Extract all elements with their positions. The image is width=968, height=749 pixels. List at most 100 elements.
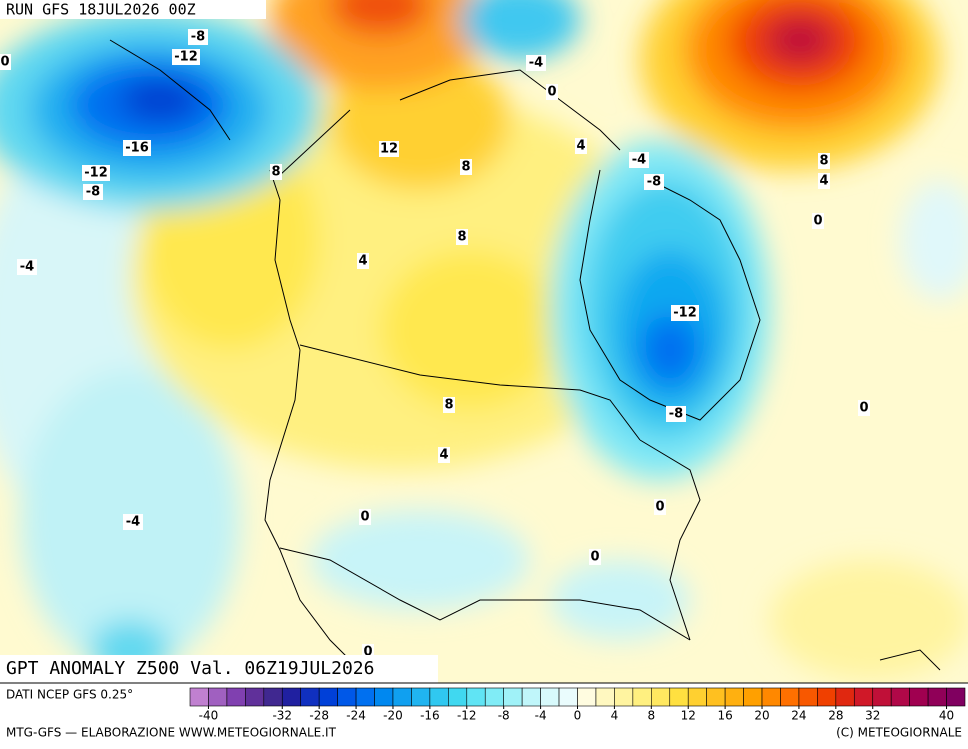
colorbar: -40 -32 -28 -24 -20 -16 -12 -8 -4 0 4 8 12 16 20 24 28 32… [189,687,966,723]
colorbar-box [798,687,818,707]
contour-label: 0 [812,213,824,229]
colorbar-box [558,687,578,707]
colorbar-box [835,687,855,707]
contour-label-text: 4 [819,174,828,189]
colorbar-box [946,687,966,707]
contour-label: -8 [666,406,686,422]
contour-label-bg [818,153,830,169]
contour-label-bg [456,229,468,245]
contour-label-text: 8 [819,154,828,169]
colorbar-tick-label: 12 [681,709,696,723]
header-box [0,0,266,19]
contour-label-text: 0 [363,645,372,660]
contour-label: -12 [82,165,110,181]
contour-label-text: -8 [669,407,683,422]
colorbar-box [448,687,468,707]
contour-label: -4 [629,152,649,168]
colorbar-box [466,687,486,707]
colorbar-box [337,687,357,707]
colorbar-box [263,687,283,707]
colorbar-tick-label: 32 [865,709,880,723]
contour-label-bg [17,259,37,275]
contour-label-text: 0 [547,85,556,100]
colorbar-tick-label: -4 [535,709,547,723]
colorbar-box [724,687,744,707]
contour-label: 0 [589,549,601,565]
contour-label: 8 [270,164,282,180]
contour-label-text: 4 [358,254,367,269]
contour-label: 0 [359,509,371,525]
contour-label: -8 [83,184,103,200]
colorbar-box [761,687,781,707]
copyright: (C) METEOGIORNALE [836,726,962,740]
colorbar-box [392,687,412,707]
contour-label-bg [357,253,369,269]
colorbar-box [281,687,302,707]
colorbar-box [651,687,671,707]
contour-label-bg [123,514,143,530]
contour-label: 4 [357,253,369,269]
contour-label: 4 [818,173,830,189]
colorbar-box [374,687,394,707]
contour-label: -12 [172,49,200,65]
colorbar-tick-label: -20 [383,709,403,723]
colorbar-tick-label: -24 [346,709,366,723]
contour-label-bg [526,55,546,71]
contour-label-text: -8 [647,175,661,190]
colorbar-box [521,687,541,707]
source: DATI NCEP GFS 0.25° [6,688,133,702]
contour-label-text: 0 [0,55,9,70]
colorbar-box [632,687,652,707]
contour-label: -4 [17,259,37,275]
contour-label-text: 0 [360,510,369,525]
colorbar-box [208,687,228,707]
contour-label-bg [359,509,371,525]
contour-label-text: -12 [174,50,198,65]
colorbar-tick-label: -32 [272,709,292,723]
contour-label-text: 4 [576,139,585,154]
colorbar-tick-label: 28 [828,709,843,723]
contour-label: -4 [526,55,546,71]
contour-label-bg [629,152,649,168]
contour-label-bg [438,447,450,463]
contour-label-text: -16 [125,141,149,156]
coastline [109,39,941,671]
contour-label-text: -12 [673,306,697,321]
colorbar-tick-label: 40 [939,709,954,723]
colorbar-box [595,687,615,707]
contour-label-text: -12 [84,166,108,181]
contour-labels: 0 -8 -12 -4 0 -16 12 4 -4 -12 8 8 -8 8 4 -8 0 8 -4 4 -12 0 8 -8… [0,29,870,660]
colorbar-tick-label: -12 [457,709,477,723]
contour-label-text: 0 [590,550,599,565]
contour-label-bg [812,213,824,229]
colorbar-box [743,687,763,707]
contour-label-bg [460,159,472,175]
contour-label-text: 0 [859,401,868,416]
contour-label: -12 [671,305,699,321]
contour-label-bg [83,184,103,200]
contour-label-bg [644,174,664,190]
colorbar-box [245,687,265,707]
colorbar-box [614,687,634,707]
colorbar-box [687,687,707,707]
contour-label-bg [82,165,110,181]
colorbar-box [540,687,560,707]
colorbar-box [484,687,504,707]
colorbar-tick-label: 16 [717,709,732,723]
contour-label-bg [443,397,455,413]
contour-label: 8 [456,229,468,245]
contour-label-bg [188,29,208,45]
colorbar-box [890,687,910,707]
contour-label-text: -4 [126,515,140,530]
contour-label-text: 4 [439,448,448,463]
colorbar-tick-label: 20 [754,709,769,723]
colorbar-tick-label: -40 [199,709,219,723]
contour-label-text: 8 [457,230,466,245]
contour-label: -4 [123,514,143,530]
contour-label-text: -4 [20,260,34,275]
colorbar-tick-label: 8 [647,709,655,723]
colorbar-tick-label: -16 [420,709,440,723]
contour-label: 8 [443,397,455,413]
contour-label-bg [666,406,686,422]
colorbar-box [503,687,523,707]
